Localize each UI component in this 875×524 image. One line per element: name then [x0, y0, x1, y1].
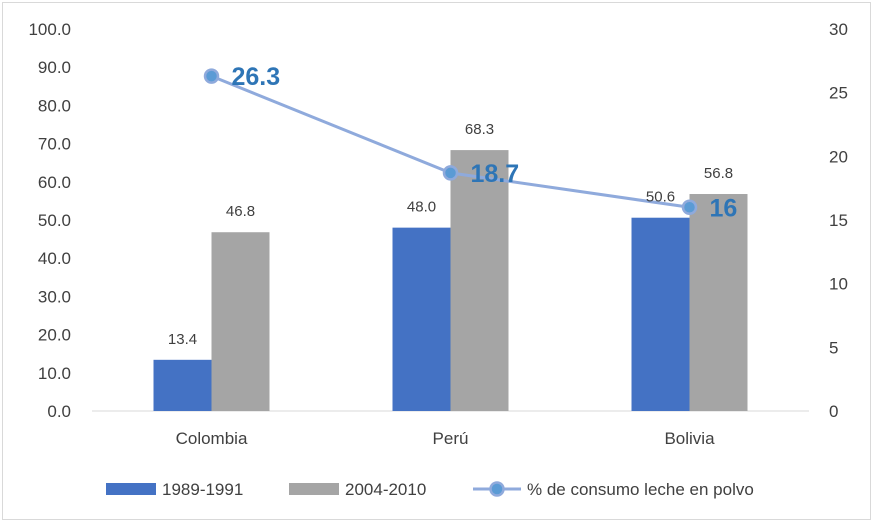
bar-data-label: 48.0: [407, 199, 436, 216]
bar-data-label: 13.4: [168, 331, 197, 348]
line-point: [203, 68, 220, 84]
legend: 1989-1991 2004-2010 % de consumo leche en …: [106, 480, 754, 499]
bar-data-label: 56.8: [704, 165, 733, 182]
bar-data-label: 50.6: [646, 189, 675, 206]
y-left-tick-label: 70.0: [38, 135, 71, 154]
line-point: [442, 165, 459, 181]
y-right-tick-label: 25: [829, 84, 848, 103]
bar: [450, 150, 509, 411]
axes: 0.0 10.0 20.0 30.0 40.0 50.0 60.0 70.0 80.0 90.0 1…: [28, 20, 847, 448]
bar: [211, 232, 270, 411]
x-tick-label: Colombia: [176, 429, 248, 448]
y-right-tick-label: 15: [829, 211, 848, 230]
legend-swatch: [106, 483, 156, 495]
bar: [631, 217, 690, 411]
legend-marker: [489, 481, 505, 497]
y-left-tick-label: 90.0: [38, 58, 71, 77]
legend-label: 2004-2010: [345, 480, 426, 499]
y-left-tick-label: 0.0: [47, 402, 71, 421]
y-left-tick-label: 10.0: [38, 364, 71, 383]
y-left-tick-label: 60.0: [38, 173, 71, 192]
y-right-tick-label: 5: [829, 338, 838, 357]
y-left-tick-label: 40.0: [38, 249, 71, 268]
line-data-label: 26.3: [232, 63, 281, 91]
bar-data-label: 46.8: [226, 203, 255, 220]
bar: [689, 194, 748, 411]
x-tick-label: Perú: [433, 429, 469, 448]
bars: [153, 150, 748, 411]
bar-data-label: 68.3: [465, 121, 494, 138]
combo-chart: 0.0 10.0 20.0 30.0 40.0 50.0 60.0 70.0 80.0 90.0 1…: [28, 20, 847, 499]
x-tick-label: Bolivia: [664, 429, 715, 448]
line-data-label: 18.7: [471, 160, 520, 188]
y-right-tick-label: 30: [829, 20, 848, 39]
y-right-tick-label: 0: [829, 402, 838, 421]
line-point: [681, 199, 698, 216]
bar: [153, 359, 212, 411]
legend-swatch: [289, 483, 339, 495]
y-left-tick-label: 80.0: [38, 96, 71, 115]
data-labels: 13.4 48.0 50.6 46.8 68.3 56.8 26.3 18.7 16: [168, 63, 737, 348]
legend-label: 1989-1991: [162, 480, 243, 499]
y-left-tick-label: 50.0: [38, 211, 71, 230]
y-right-tick-label: 10: [829, 275, 848, 294]
y-left-tick-label: 30.0: [38, 287, 71, 306]
line-data-label: 16: [710, 194, 738, 222]
y-left-tick-label: 100.0: [28, 20, 71, 39]
legend-label: % de consumo leche en polvo: [527, 480, 754, 499]
y-left-tick-label: 20.0: [38, 326, 71, 345]
line-series: [203, 68, 698, 216]
y-right-tick-label: 20: [829, 147, 848, 166]
bar: [392, 227, 451, 411]
